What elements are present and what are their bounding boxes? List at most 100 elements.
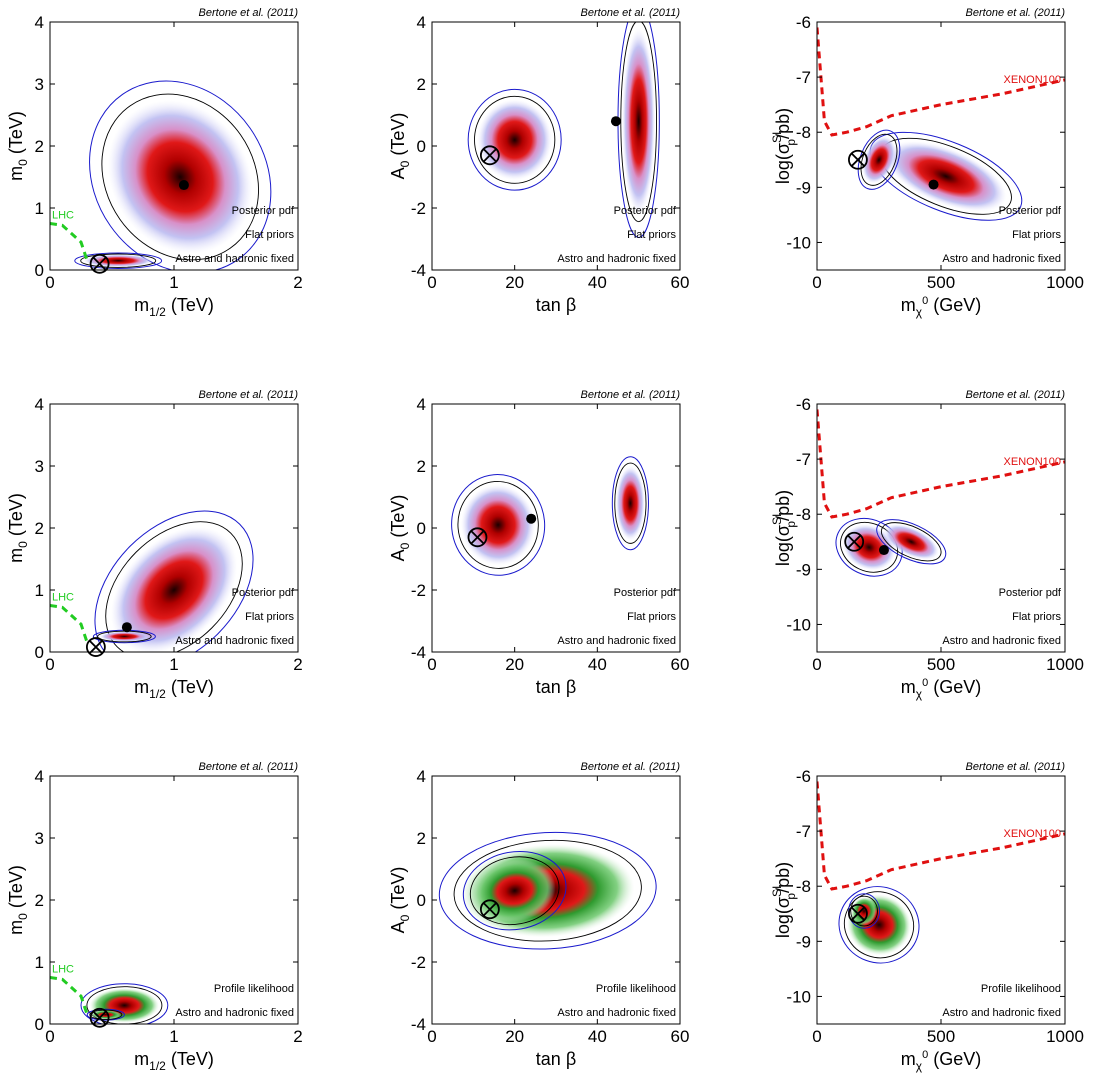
best-fit-cross: [482, 148, 497, 163]
plot-area: [438, 831, 657, 950]
x-axis-label-main: tan β: [536, 1049, 576, 1069]
y-axis-label-main: log(σ: [773, 143, 793, 184]
contour-inner: [101, 93, 259, 261]
y-axis-label-sup: SI: [770, 886, 784, 897]
y-tick-label: -4: [411, 643, 426, 662]
y-tick-label: 2: [35, 519, 44, 538]
x-tick-label: 0: [45, 273, 54, 292]
x-axis-label-sup: 0: [922, 677, 928, 689]
y-tick-label: -9: [796, 178, 811, 197]
y-tick-label: 4: [417, 13, 426, 32]
x-tick-label: 60: [671, 1027, 690, 1046]
x-axis-label-sub: 1/2: [149, 687, 166, 701]
contour-outer: [89, 80, 272, 270]
panel-note: Astro and hadronic fixed: [175, 635, 294, 647]
density-region: [107, 100, 253, 254]
posterior-mean-marker: [178, 180, 189, 191]
y-tick-label: -6: [796, 395, 811, 414]
x-tick-label: 2: [293, 655, 302, 674]
plot-area: [817, 781, 1065, 964]
x-tick-label: 2: [293, 1027, 302, 1046]
x-tick-label: 20: [505, 1027, 524, 1046]
contour-inner: [89, 1009, 123, 1020]
panel-note: Astro and hadronic fixed: [942, 253, 1061, 265]
x-tick-label: 1: [169, 273, 178, 292]
contour-outer: [74, 252, 163, 269]
contour-outer: [876, 519, 947, 565]
limit-label-lhc: LHC: [52, 963, 74, 975]
density-region: [460, 484, 536, 566]
x-axis-label: mχ0 (GeV): [901, 1049, 981, 1073]
x-tick-label: 500: [927, 1027, 955, 1046]
density-region: [622, 28, 656, 215]
best-fit-marker: [848, 903, 868, 924]
density-region: [862, 136, 896, 184]
density-region: [99, 631, 150, 642]
y-axis-label: m0 (TeV): [6, 865, 30, 935]
y-tick-label: 0: [35, 261, 44, 280]
credit-label: Bertone et al. (2011): [966, 7, 1066, 19]
y-axis-label: m0 (TeV): [6, 111, 30, 181]
y-tick-label: 0: [417, 891, 426, 910]
best-fit-cross: [92, 1010, 107, 1025]
credit-label: Bertone et al. (2011): [199, 7, 299, 19]
y-axis-label: A0 (TeV): [388, 113, 412, 180]
y-axis-label: log(σSIp/pb): [770, 108, 798, 184]
posterior-mean-marker: [928, 179, 939, 190]
y-tick-label: -2: [411, 581, 426, 600]
best-fit-cross: [88, 640, 103, 655]
x-axis-label-main: m: [901, 295, 916, 315]
density-region: [477, 99, 552, 181]
contour-outer: [86, 1008, 125, 1021]
contour-outer: [838, 886, 920, 964]
x-tick-label: 1000: [1046, 655, 1084, 674]
y-tick-label: 2: [35, 891, 44, 910]
x-tick-label: 20: [505, 655, 524, 674]
credit-label: Bertone et al. (2011): [966, 761, 1066, 773]
best-fit-marker: [844, 531, 865, 552]
posterior-mean-marker: [610, 116, 621, 127]
y-tick-label: 3: [35, 457, 44, 476]
panel-note: Astro and hadronic fixed: [942, 635, 1061, 647]
y-tick-label: -8: [796, 505, 811, 524]
y-axis-label-sub: 0: [16, 159, 30, 166]
y-tick-label: -6: [796, 767, 811, 786]
x-axis-label-sup: 0: [922, 295, 928, 307]
y-tick-label: 4: [35, 13, 44, 32]
best-fit-cross: [482, 902, 497, 917]
x-tick-label: 20: [505, 273, 524, 292]
panel-note: Flat priors: [1012, 611, 1061, 623]
y-tick-label: -4: [411, 1015, 426, 1034]
exclusion-limit-lhc: [50, 976, 89, 1016]
contour-inner: [86, 986, 163, 1024]
contour-inner: [453, 839, 642, 942]
plot-area: [50, 80, 272, 270]
y-axis-label-sub: 0: [398, 914, 412, 921]
y-tick-label: 1: [35, 581, 44, 600]
credit-label: Bertone et al. (2011): [581, 7, 681, 19]
y-tick-label: -2: [411, 199, 426, 218]
y-tick-label: -9: [796, 932, 811, 951]
exclusion-limit-xenon100: [817, 27, 1065, 137]
y-tick-label: 2: [417, 75, 426, 94]
y-tick-label: -9: [796, 560, 811, 579]
x-axis-label-sub: χ: [916, 305, 923, 319]
panel-note: Astro and hadronic fixed: [175, 1007, 294, 1019]
x-axis-label-unit: (GeV): [928, 677, 981, 697]
y-axis-label-sub: p: [784, 521, 798, 528]
density-region: [110, 526, 238, 652]
y-axis-label-sub: 0: [16, 913, 30, 920]
best-fit-cross: [847, 534, 862, 549]
y-tick-label: 2: [417, 829, 426, 848]
x-axis-label-sub: 1/2: [149, 305, 166, 319]
x-axis-label: m1/2 (TeV): [134, 295, 214, 319]
panel-note: Astro and hadronic fixed: [942, 1007, 1061, 1019]
y-tick-label: 1: [35, 199, 44, 218]
contour-inner: [843, 891, 915, 959]
y-axis-label-main: A: [388, 167, 408, 179]
x-axis-label: m1/2 (TeV): [134, 677, 214, 701]
y-axis-label-main: m: [6, 548, 26, 563]
x-axis-label-sub: χ: [916, 687, 923, 701]
